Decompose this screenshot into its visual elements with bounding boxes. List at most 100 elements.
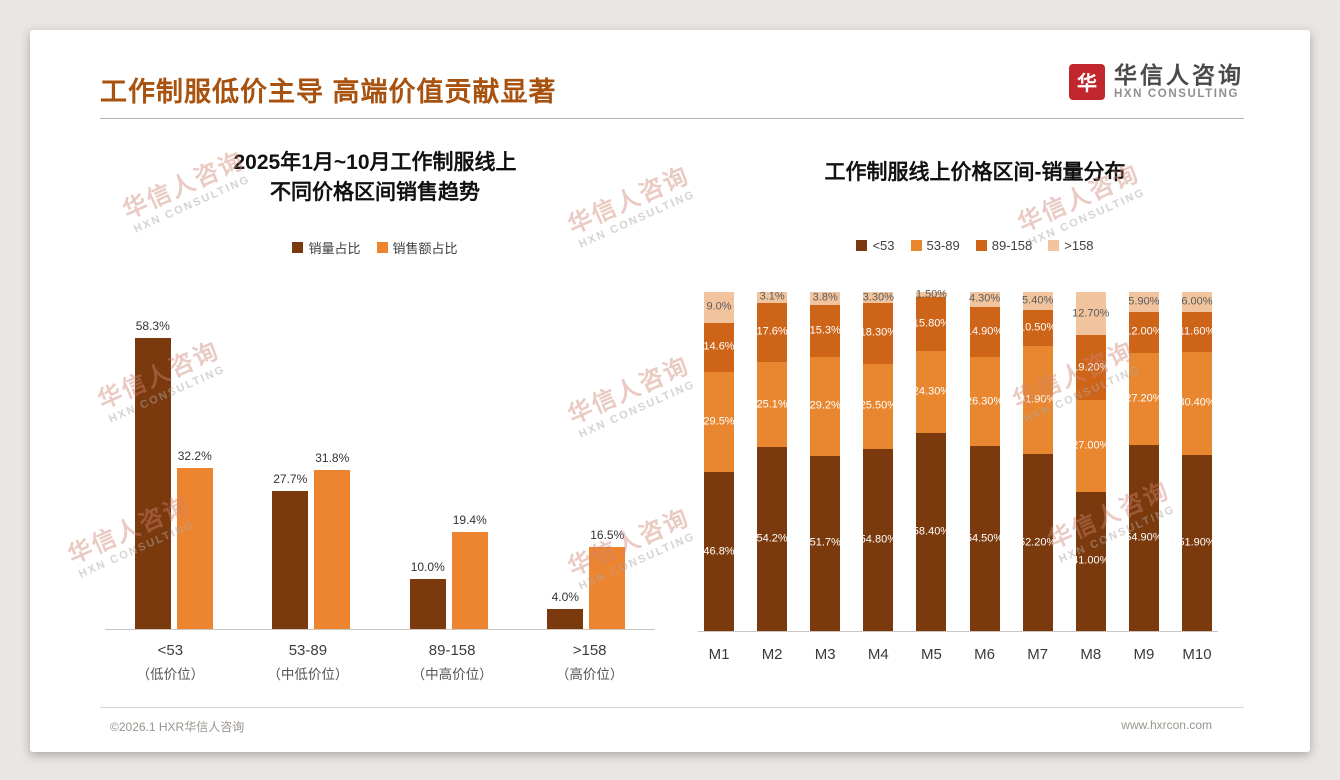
segment-<53: 52.20% bbox=[1019, 454, 1056, 631]
legend-swatch-icon bbox=[856, 240, 868, 251]
segment-value-label: 14.6% bbox=[703, 340, 735, 353]
segment-value-label: 54.50% bbox=[965, 532, 1004, 545]
stacked-bar: 51.90% 30.40% 11.60% 6.00% bbox=[1178, 292, 1216, 631]
left-chart-title-line1: 2025年1月~10月工作制服线上 bbox=[233, 151, 517, 174]
x-axis-sublabel: （中低价位） bbox=[267, 667, 349, 682]
logo-name-en: HXN CONSULTING bbox=[1114, 88, 1240, 101]
legend-label: 53-89 bbox=[926, 238, 960, 253]
logo-name-cn: 华信人咨询 bbox=[1114, 62, 1244, 88]
segment->158: 12.70% bbox=[1072, 292, 1109, 336]
segment-value-label: 51.7% bbox=[809, 536, 841, 549]
logo-text: 华信人咨询 HXN CONSULTING bbox=[1114, 62, 1244, 102]
segment-value-label: 24.30% bbox=[912, 385, 951, 398]
segment-53-89: 31.90% bbox=[1019, 345, 1056, 455]
segment-53-89: 25.50% bbox=[860, 363, 897, 449]
segment->158: 3.8% bbox=[810, 291, 841, 305]
stacked-bar: 58.40% 24.30% 15.80% 1.50% bbox=[913, 289, 950, 631]
bar-销量占比: 58.3% bbox=[134, 319, 171, 629]
segment-value-label: 54.80% bbox=[859, 533, 897, 546]
segment-value-label: 25.50% bbox=[859, 399, 897, 412]
segment-value-label: 31.90% bbox=[1019, 393, 1057, 406]
segment-<53: 54.80% bbox=[860, 448, 897, 631]
segment-<53: 41.00% bbox=[1072, 491, 1109, 631]
segment->158: 9.0% bbox=[704, 292, 734, 323]
segment-value-label: 41.00% bbox=[1072, 554, 1110, 567]
bar-销售额占比: 16.5% bbox=[589, 528, 626, 629]
bar-value-label: 10.0% bbox=[410, 560, 445, 574]
right-chart-x-axis: M1 M2 M3 M4 M5 M6 M7 M8 M9 M10 bbox=[698, 646, 1218, 663]
x-axis-label: 89-158 bbox=[428, 642, 476, 659]
segment-89-158: 15.80% bbox=[913, 297, 950, 351]
legend-item: 53-89 bbox=[910, 238, 960, 253]
segment-53-89: 26.30% bbox=[966, 357, 1003, 447]
legend-swatch-icon bbox=[1048, 240, 1060, 251]
segment-89-158: 11.60% bbox=[1179, 312, 1215, 352]
segment-value-label: 3.8% bbox=[812, 291, 838, 304]
legend-item: 89-158 bbox=[975, 238, 1033, 253]
segment-53-89: 25.1% bbox=[757, 362, 788, 448]
bar-group: 10.0% 19.4% bbox=[409, 513, 488, 629]
x-axis-category: <53 （低价位） bbox=[137, 642, 205, 683]
segment-value-label: 54.2% bbox=[756, 532, 788, 545]
logo-mark-icon: 华 bbox=[1069, 63, 1105, 100]
bar-销量占比: 27.7% bbox=[272, 472, 309, 629]
segment-value-label: 17.6% bbox=[756, 325, 788, 338]
right-chart-title: 工作制服线上价格区间-销量分布 bbox=[824, 161, 1126, 184]
x-axis-label: M5 bbox=[921, 646, 942, 663]
bar-销售额占比: 31.8% bbox=[314, 451, 351, 629]
segment-value-label: 11.60% bbox=[1178, 325, 1216, 338]
bar-group: 4.0% 16.5% bbox=[547, 528, 626, 629]
bar-销量占比: 4.0% bbox=[547, 590, 584, 629]
stacked-bar: 54.80% 25.50% 18.30% 3.30% bbox=[860, 292, 897, 631]
x-axis-label: M9 bbox=[1133, 646, 1155, 663]
segment-value-label: 27.20% bbox=[1125, 392, 1163, 405]
left-chart-x-axis: <53 （低价位） 53-89 （中低价位） 89-158 （中高价位） >158 （高价位） bbox=[105, 642, 655, 683]
segment-value-label: 46.8% bbox=[703, 545, 735, 558]
legend-swatch-icon bbox=[975, 240, 987, 251]
segment-89-158: 14.6% bbox=[703, 322, 735, 373]
segment-value-label: 5.90% bbox=[1128, 295, 1160, 308]
segment-value-label: 52.20% bbox=[1019, 536, 1057, 549]
company-logo: 华 华信人咨询 HXN CONSULTING bbox=[1069, 62, 1244, 102]
page-title: 工作制服低价主导 高端价值贡献显著 bbox=[100, 77, 557, 107]
left-chart-legend: 销量占比 销售额占比 bbox=[140, 238, 610, 257]
segment-53-89: 29.5% bbox=[703, 372, 735, 473]
segment-value-label: 15.3% bbox=[809, 324, 841, 337]
stacked-bar: 51.7% 29.2% 15.3% 3.8% bbox=[809, 291, 841, 631]
segment-53-89: 24.30% bbox=[913, 350, 950, 434]
x-axis-sublabel: （低价位） bbox=[136, 667, 205, 682]
bar-group: 58.3% 32.2% bbox=[134, 319, 213, 629]
segment-89-158: 10.50% bbox=[1019, 310, 1056, 346]
segment->158: 5.90% bbox=[1128, 292, 1160, 313]
left-chart-title: 2025年1月~10月工作制服线上 不同价格区间销售趋势 bbox=[140, 148, 610, 209]
segment-value-label: 5.40% bbox=[1022, 294, 1054, 307]
segment-value-label: 12.70% bbox=[1072, 307, 1110, 320]
x-axis-label: M2 bbox=[761, 646, 783, 663]
x-axis-label: M8 bbox=[1080, 646, 1102, 663]
segment-value-label: 15.80% bbox=[912, 317, 951, 330]
segment-89-158: 12.00% bbox=[1125, 312, 1163, 353]
x-axis-label: M10 bbox=[1182, 646, 1212, 663]
stacked-bar: 54.50% 26.30% 14.90% 4.30% bbox=[966, 292, 1003, 631]
segment-value-label: 29.5% bbox=[703, 415, 735, 428]
x-axis-category: >158 （高价位） bbox=[556, 642, 624, 683]
legend-label: 89-158 bbox=[991, 238, 1033, 253]
segment-53-89: 29.2% bbox=[810, 356, 841, 456]
x-axis-label: >158 bbox=[572, 642, 607, 659]
x-axis-label: M4 bbox=[867, 646, 889, 663]
segment-value-label: 58.40% bbox=[912, 525, 951, 538]
segment-value-label: 27.00% bbox=[1072, 439, 1110, 452]
segment-value-label: 30.40% bbox=[1178, 396, 1216, 409]
segment-value-label: 9.0% bbox=[706, 300, 732, 313]
footer-divider bbox=[100, 707, 1244, 708]
legend-item: >158 bbox=[1048, 238, 1094, 253]
left-chart-plot: 58.3% 32.2% 27.7% 31.8% 10.0% 19.4% 4.0% 16.5% bbox=[105, 319, 655, 630]
segment-value-label: 26.30% bbox=[965, 395, 1004, 408]
segment->158: 3.1% bbox=[757, 291, 788, 303]
segment-value-label: 18.30% bbox=[859, 326, 897, 339]
segment-<53: 51.7% bbox=[809, 455, 841, 631]
stacked-bar: 54.2% 25.1% 17.6% 3.1% bbox=[756, 291, 788, 631]
segment->158: 3.30% bbox=[863, 292, 894, 303]
x-axis-label: M6 bbox=[974, 646, 995, 663]
x-axis-label: M1 bbox=[708, 646, 730, 663]
